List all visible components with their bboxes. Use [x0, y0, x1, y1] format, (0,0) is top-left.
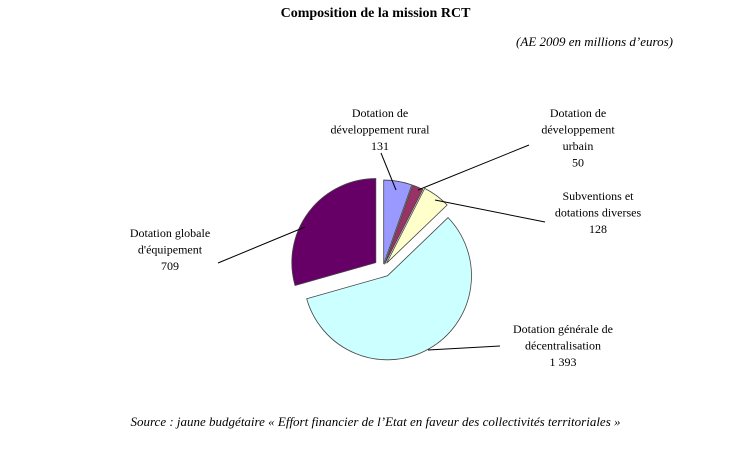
data-label: Subventions et: [563, 189, 635, 203]
pie-slice: [291, 178, 377, 287]
chart-subtitle: (AE 2009 en millions d’euros): [516, 34, 673, 49]
data-label: Dotation globale: [130, 226, 210, 240]
data-label: Dotation de: [352, 106, 408, 120]
leader-line: [217, 226, 306, 264]
data-label-value: 50: [572, 156, 584, 170]
data-label: développement: [541, 123, 615, 137]
chart-title: Composition de la mission RCT: [280, 6, 471, 21]
pie-slice: [384, 184, 424, 265]
data-label: d'équipement: [138, 243, 203, 257]
leader-line: [427, 345, 501, 351]
data-label: urbain: [563, 139, 594, 153]
leader-line: [380, 152, 397, 191]
data-label: dotations diverses: [555, 206, 642, 220]
data-label: décentralisation: [525, 339, 601, 353]
leader-line: [417, 144, 530, 191]
data-label-value: 1 393: [550, 355, 577, 369]
chart-source: Source : jaune budgétaire « Effort finan…: [130, 414, 621, 429]
data-label-value: 709: [161, 259, 179, 273]
data-label-value: 128: [589, 222, 607, 236]
leader-line: [434, 199, 546, 223]
pie-slice: [386, 187, 448, 264]
data-label: Dotation de: [550, 106, 606, 120]
data-label: Dotation générale de: [513, 322, 613, 336]
pie-slice: [383, 179, 413, 265]
data-label-value: 131: [371, 139, 389, 153]
pie-slice: [306, 217, 472, 361]
data-label: développement rural: [331, 123, 431, 137]
